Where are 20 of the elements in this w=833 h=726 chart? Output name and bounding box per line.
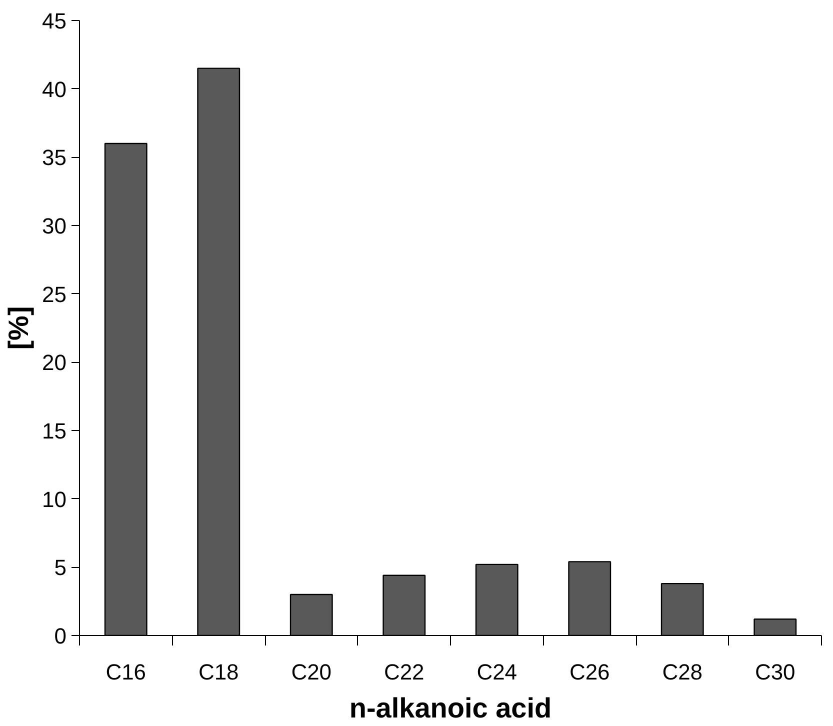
y-tick-label: 5 <box>54 555 67 580</box>
x-tick-label: C28 <box>662 660 703 684</box>
y-tick-label: 15 <box>42 418 67 444</box>
y-tick-label: 40 <box>42 76 67 102</box>
x-tick-label: C16 <box>106 660 146 684</box>
y-tick-label: 45 <box>42 8 67 34</box>
x-axis-title: n-alkanoic acid <box>349 692 552 724</box>
x-tick-label: C30 <box>754 660 796 684</box>
x-tick-label: C22 <box>384 660 424 684</box>
y-axis-title: [%] <box>3 306 34 350</box>
x-tick-label: C18 <box>198 660 239 684</box>
y-tick-label: 0 <box>54 624 67 648</box>
y-tick-label: 20 <box>42 350 67 376</box>
y-tick-label: 35 <box>42 145 67 170</box>
y-tick-label: 30 <box>42 214 67 238</box>
y-tick-label: 25 <box>42 282 67 307</box>
y-tick-label: 10 <box>42 486 67 512</box>
x-tick-label: C26 <box>569 660 610 684</box>
x-tick-label: C24 <box>476 660 518 684</box>
x-tick-label: C20 <box>291 660 332 684</box>
